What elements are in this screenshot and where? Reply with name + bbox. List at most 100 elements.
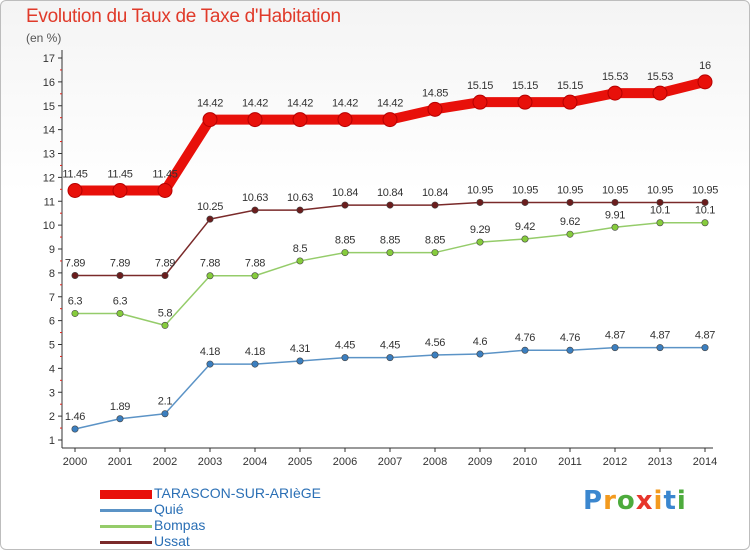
data-point bbox=[296, 257, 304, 265]
data-point bbox=[431, 201, 439, 209]
data-label: 7.88 bbox=[200, 258, 220, 270]
data-label: 4.31 bbox=[290, 343, 310, 355]
legend-label: Ussat bbox=[154, 533, 190, 549]
data-point bbox=[206, 272, 214, 280]
data-label: 10.95 bbox=[512, 184, 538, 196]
data-point bbox=[341, 201, 349, 209]
legend-swatch bbox=[100, 541, 152, 544]
data-label: 16 bbox=[699, 60, 711, 72]
y-tick-label: 13 bbox=[43, 149, 55, 161]
data-point bbox=[116, 415, 124, 423]
series-2: 6.3 6.3 5.8 7.88 7.88 8.5 8.85 8.85 8.85 9.29 9.42… bbox=[68, 205, 716, 329]
data-label: 15.15 bbox=[557, 80, 583, 92]
data-point bbox=[296, 206, 304, 214]
logo-letter: x bbox=[635, 486, 654, 516]
data-point bbox=[566, 230, 574, 238]
data-label: 11.45 bbox=[152, 169, 177, 181]
data-label: 11.45 bbox=[62, 169, 87, 181]
y-tick-label: 1 bbox=[49, 435, 55, 447]
data-point bbox=[161, 321, 169, 329]
legend-item: Bompas bbox=[100, 517, 400, 534]
data-label: 8.85 bbox=[335, 235, 355, 247]
data-point bbox=[701, 219, 709, 227]
data-point bbox=[656, 344, 664, 352]
legend: TARASCON-SUR-ARIèGE Quié Bompas Ussat bbox=[100, 485, 400, 550]
data-label: 4.87 bbox=[605, 330, 625, 342]
data-label: 4.18 bbox=[200, 346, 220, 358]
data-label: 10.95 bbox=[647, 184, 673, 196]
data-point bbox=[251, 360, 259, 368]
x-tick-label: 2005 bbox=[288, 456, 312, 468]
data-point bbox=[382, 112, 398, 128]
x-tick-label: 2011 bbox=[558, 456, 582, 468]
data-label: 10.63 bbox=[287, 192, 313, 204]
data-label: 10.84 bbox=[377, 187, 403, 199]
data-point bbox=[431, 351, 439, 359]
data-point bbox=[206, 215, 214, 223]
data-label: 7.89 bbox=[110, 258, 130, 270]
x-tick-label: 2007 bbox=[378, 456, 402, 468]
data-point bbox=[652, 85, 668, 101]
data-point bbox=[611, 344, 619, 352]
data-point bbox=[701, 198, 709, 206]
data-label: 7.88 bbox=[245, 258, 265, 270]
data-point bbox=[566, 198, 574, 206]
legend-swatch bbox=[100, 490, 152, 499]
y-tick-label: 8 bbox=[49, 268, 55, 280]
data-point bbox=[251, 206, 259, 214]
data-point bbox=[697, 74, 713, 90]
logo-letter: i bbox=[653, 486, 664, 516]
y-tick-label: 4 bbox=[49, 363, 55, 375]
data-label: 14.42 bbox=[332, 98, 358, 110]
data-point bbox=[656, 219, 664, 227]
data-point bbox=[386, 249, 394, 257]
legend-item: TARASCON-SUR-ARIèGE bbox=[100, 485, 400, 502]
data-point bbox=[112, 183, 128, 199]
data-point bbox=[292, 112, 308, 128]
data-point bbox=[116, 309, 124, 317]
legend-label: Quié bbox=[154, 501, 184, 517]
data-label: 11.45 bbox=[107, 169, 132, 181]
data-label: 10.1 bbox=[695, 205, 715, 217]
logo-letter: t bbox=[663, 486, 677, 516]
data-label: 10.84 bbox=[422, 187, 448, 199]
legend-item: Ussat bbox=[100, 533, 400, 550]
data-label: 14.42 bbox=[242, 98, 268, 110]
data-point bbox=[116, 272, 124, 280]
y-tick-label: 9 bbox=[49, 244, 55, 256]
data-point bbox=[71, 309, 79, 317]
x-tick-label: 2014 bbox=[693, 456, 717, 468]
data-label: 14.42 bbox=[197, 98, 223, 110]
data-point bbox=[161, 410, 169, 418]
x-tick-label: 2006 bbox=[333, 456, 357, 468]
data-point bbox=[202, 112, 218, 128]
data-point bbox=[476, 350, 484, 358]
data-point bbox=[431, 249, 439, 257]
logo-letter: o bbox=[616, 486, 636, 516]
y-tick-label: 15 bbox=[43, 101, 55, 113]
data-label: 1.46 bbox=[65, 411, 85, 423]
data-point bbox=[611, 198, 619, 206]
data-label: 4.6 bbox=[473, 336, 488, 348]
data-label: 8.85 bbox=[380, 235, 400, 247]
data-point bbox=[67, 183, 83, 199]
data-label: 4.76 bbox=[560, 332, 580, 344]
data-point bbox=[607, 85, 623, 101]
series-1: 1.46 1.89 2.1 4.18 4.18 4.31 4.45 4.45 4.56 4.6 4.… bbox=[65, 330, 716, 433]
data-label: 10.63 bbox=[242, 192, 268, 204]
data-point bbox=[386, 201, 394, 209]
data-label: 4.87 bbox=[650, 330, 670, 342]
y-tick-label: 2 bbox=[49, 411, 55, 423]
data-label: 8.5 bbox=[293, 243, 308, 255]
data-label: 9.62 bbox=[560, 216, 580, 228]
y-tick-label: 14 bbox=[43, 125, 55, 137]
data-label: 4.56 bbox=[425, 337, 445, 349]
data-label: 10.95 bbox=[557, 184, 583, 196]
data-label: 4.87 bbox=[695, 330, 715, 342]
data-label: 10.95 bbox=[602, 184, 628, 196]
legend-swatch bbox=[100, 525, 152, 528]
chart-title: Evolution du Taux de Taxe d'Habitation bbox=[26, 6, 341, 27]
y-tick-label: 6 bbox=[49, 316, 55, 328]
logo-letter: P bbox=[583, 486, 604, 516]
data-point bbox=[71, 425, 79, 433]
